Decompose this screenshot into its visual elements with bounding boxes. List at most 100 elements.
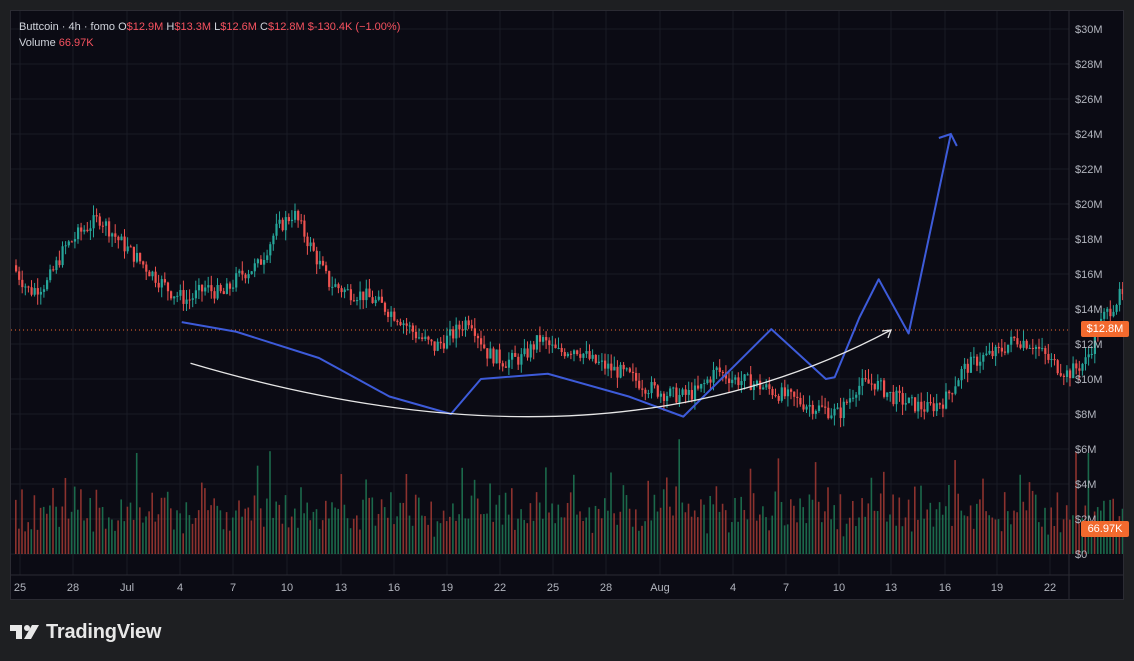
volume-bar xyxy=(538,502,541,554)
candle-body xyxy=(225,283,228,294)
candle-body xyxy=(297,210,300,221)
candle-body xyxy=(204,287,207,292)
candle-body xyxy=(774,395,777,397)
candle-body xyxy=(538,335,542,342)
candle-body xyxy=(83,229,86,232)
candle-body xyxy=(281,219,284,231)
candle-body xyxy=(1022,340,1025,348)
volume-bar xyxy=(194,517,197,554)
volume-bar xyxy=(997,519,1000,554)
volume-bar xyxy=(259,508,262,554)
candle-body xyxy=(449,329,452,336)
volume-bar xyxy=(759,514,761,554)
volume-bar xyxy=(697,517,699,554)
volume-bar xyxy=(520,509,522,554)
candle-body xyxy=(132,246,135,262)
volume-bar xyxy=(498,495,501,554)
volume-bar xyxy=(554,523,556,554)
volume-bar xyxy=(700,499,702,554)
candle-body xyxy=(514,352,517,357)
volume-bar xyxy=(1038,522,1040,554)
tradingview-logo-icon xyxy=(10,625,39,639)
candle-body xyxy=(284,217,287,231)
y-tick-label: $14M xyxy=(1075,304,1103,316)
volume-bar xyxy=(176,510,178,554)
candle-body xyxy=(216,285,219,299)
chart-canvas[interactable]: $30M $28M $26M $24M $22M $20M $18M $16M $14M $12M… xyxy=(11,11,1123,599)
brand-footer[interactable]: TradingView xyxy=(10,618,161,646)
candle-body xyxy=(318,260,321,265)
volume-bar xyxy=(935,509,938,554)
candle-body xyxy=(876,380,879,390)
candle-body xyxy=(864,378,867,380)
candle-body xyxy=(145,264,148,272)
volume-bar xyxy=(827,487,829,554)
candle-body xyxy=(749,374,752,391)
volume-bar xyxy=(542,518,544,554)
volume-bar xyxy=(774,491,777,554)
legend-high: $13.3M xyxy=(174,21,212,33)
candle-body xyxy=(201,284,204,292)
volume-bar xyxy=(383,507,386,554)
candle-body xyxy=(1062,375,1065,377)
candle-body xyxy=(287,217,290,222)
candle-body xyxy=(796,396,799,398)
time-axis: 25 28 Jul 4 7 10 13 16 19 22 25 28 Aug 4 7 10 13 16 19 22 xyxy=(14,582,1056,594)
x-tick-label: 25 xyxy=(14,582,26,594)
volume-bar xyxy=(622,485,625,554)
x-tick-label: 10 xyxy=(281,582,293,594)
volume-bar xyxy=(1056,492,1059,554)
legend-close: $12.8M xyxy=(267,21,305,33)
candle-body xyxy=(123,236,126,252)
volume-bar xyxy=(969,505,972,554)
chart-frame[interactable]: $30M $28M $26M $24M $22M $20M $18M $16M $14M $12M… xyxy=(10,10,1129,600)
candle-body xyxy=(473,328,476,336)
volume-bar xyxy=(111,519,113,554)
candle-body xyxy=(576,350,579,355)
candle-body xyxy=(647,393,650,395)
volume-bar xyxy=(225,512,228,554)
volume-bar xyxy=(945,506,947,554)
candle-body xyxy=(142,261,145,265)
candle-body xyxy=(653,382,656,386)
candle-body xyxy=(960,368,963,381)
volume-bar xyxy=(526,523,529,554)
candle-body xyxy=(120,236,123,241)
candle-body xyxy=(700,384,703,389)
candle-body xyxy=(315,250,318,265)
volume-bar xyxy=(442,510,445,554)
candle-body xyxy=(129,246,132,248)
volume-bar xyxy=(690,516,693,554)
candle-body xyxy=(734,377,737,380)
volume-bar xyxy=(337,508,339,554)
candle-body xyxy=(529,344,532,358)
candle-body xyxy=(411,325,414,332)
volume-bar xyxy=(563,517,566,554)
candle-body xyxy=(752,384,755,391)
candle-body xyxy=(290,219,294,222)
volume-bar xyxy=(852,500,854,554)
candle-body xyxy=(498,349,501,364)
x-tick-label: 19 xyxy=(991,582,1003,594)
candle-body xyxy=(762,387,765,390)
volume-bar xyxy=(920,485,922,554)
volume-bar xyxy=(86,518,88,554)
candles xyxy=(15,203,1123,428)
candle-body xyxy=(929,402,932,404)
volume-bar xyxy=(1007,511,1009,554)
candle-body xyxy=(988,350,991,354)
legend-symbol[interactable]: Buttcoin · 4h · fomo xyxy=(19,21,115,33)
candle-body xyxy=(1028,347,1031,349)
volume-bar xyxy=(306,502,308,554)
candle-body xyxy=(1003,351,1007,353)
volume-bar xyxy=(123,521,126,554)
candle-body xyxy=(1065,370,1069,377)
candle-body xyxy=(111,233,114,237)
cup-arc xyxy=(190,329,892,418)
volume-bar xyxy=(861,498,863,554)
legend-volume-label[interactable]: Volume xyxy=(19,37,56,49)
candle-body xyxy=(780,387,783,401)
candle-body xyxy=(594,354,597,363)
candle-body xyxy=(635,372,638,381)
volume-bar xyxy=(839,494,842,554)
